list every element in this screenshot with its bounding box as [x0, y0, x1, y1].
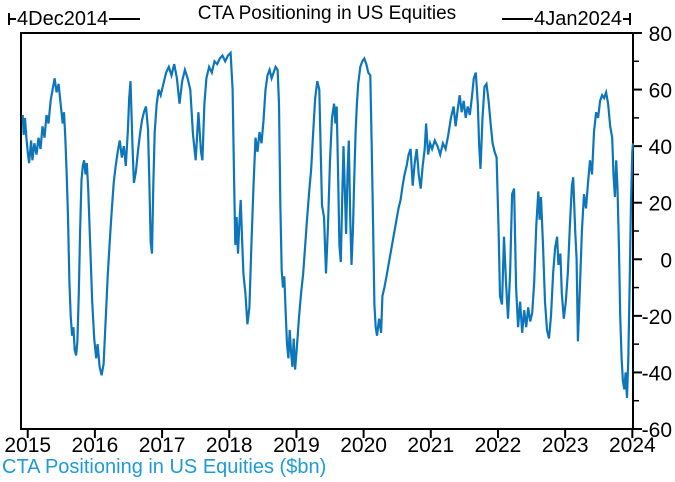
y-tick-label: -60 [642, 419, 672, 442]
range-end-line-long [502, 18, 534, 20]
x-tick-label: 2015 [4, 434, 51, 457]
y-tick-label: 80 [649, 23, 672, 46]
cta-positioning-line [21, 50, 635, 398]
y-tick-label: 60 [649, 80, 672, 103]
y-tick-label: 40 [649, 136, 672, 159]
y-tick-label: 20 [649, 193, 672, 216]
x-tick-label: 2016 [72, 434, 119, 457]
date-range-start-label: 4Dec2014 [17, 8, 109, 30]
range-start-cap [8, 13, 10, 25]
range-end-cap [629, 13, 631, 25]
range-start-line-long [109, 18, 141, 20]
x-tick-label: 2021 [407, 434, 454, 457]
y-tick-label: 0 [660, 249, 672, 272]
x-tick-label: 2023 [542, 434, 589, 457]
plot-frame [20, 32, 634, 430]
date-range-end: 4Jan2024 [502, 9, 631, 29]
x-tick-label: 2018 [206, 434, 253, 457]
x-tick-label: 2024 [609, 434, 656, 457]
x-tick-label: 2019 [273, 434, 320, 457]
date-range-end-label: 4Jan2024 [534, 8, 622, 30]
range-end-line [623, 18, 629, 20]
y-tick-label: -20 [642, 306, 672, 329]
date-range-start: 4Dec2014 [8, 8, 141, 30]
x-tick-label: 2022 [475, 434, 522, 457]
chart-title: CTA Positioning in US Equities [197, 3, 457, 24]
range-start-line [10, 18, 16, 20]
chart-caption: CTA Positioning in US Equities ($bn) [2, 456, 327, 478]
x-tick-label: 2017 [139, 434, 186, 457]
x-tick-label: 2020 [340, 434, 387, 457]
y-tick-label: -40 [642, 362, 672, 385]
